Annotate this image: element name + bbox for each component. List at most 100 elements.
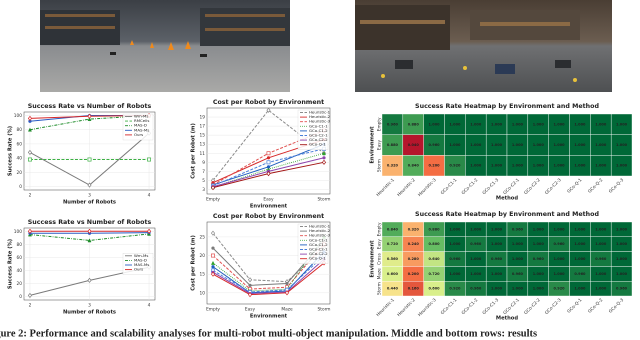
cell-label: 1.000 xyxy=(554,227,566,231)
cell-label: 1.000 xyxy=(470,257,482,261)
legend-label: Heuristic-3 xyxy=(309,119,331,124)
cell-label: 0.280 xyxy=(408,257,420,261)
y-axis-label: Cost per Robot (m) xyxy=(191,235,197,291)
cell-label: 1.000 xyxy=(616,164,628,168)
cell-label: 1.000 xyxy=(512,164,524,168)
cell-label: 1.000 xyxy=(470,272,482,276)
legend: Heuristic-1Heuristic-2Heuristic-3GCo-C1-… xyxy=(297,110,331,150)
y-tick-label: 100 xyxy=(14,229,22,235)
marker xyxy=(322,156,326,160)
y-tick-label: 17 xyxy=(200,124,206,130)
marker xyxy=(210,271,216,277)
chart-title: Cost per Robot by Environment xyxy=(213,99,324,106)
cell-label: 1.000 xyxy=(595,143,607,147)
cell-label: 1.000 xyxy=(449,242,461,246)
legend-label: Ours xyxy=(134,267,143,272)
caption: Figure 2: Performance and scalability an… xyxy=(0,328,537,339)
marker xyxy=(27,115,33,121)
cell-label: 0.840 xyxy=(387,227,399,231)
legend-label: GCo-C2-2 xyxy=(309,251,328,256)
row-label: Easy xyxy=(377,139,383,150)
cell-label: 1.000 xyxy=(574,227,586,231)
legend-label: GCo-C2-1 xyxy=(309,133,328,138)
marker xyxy=(247,277,253,283)
column-label: GCo-Q-2 xyxy=(587,297,605,315)
cell-label: 0.960 xyxy=(595,257,607,261)
marker xyxy=(87,182,92,188)
marker xyxy=(266,160,271,165)
row-label: Empty xyxy=(377,117,383,131)
column-label: Heuristic-1 xyxy=(375,297,396,318)
legend-box xyxy=(297,223,329,264)
marker xyxy=(27,228,33,234)
cell-label: 1.000 xyxy=(595,272,607,276)
series-line xyxy=(212,251,325,294)
cell-label: 1.000 xyxy=(554,143,566,147)
column-label: GCo-Q-1 xyxy=(566,177,584,195)
column-label: GCo-C1-3 xyxy=(481,297,500,316)
marker xyxy=(147,157,151,162)
marker xyxy=(210,230,216,236)
column-label: GCo-Q-1 xyxy=(566,297,584,315)
chart-title: Success Rate Heatmap by Environment and … xyxy=(415,103,599,110)
cell-label: 1.000 xyxy=(491,287,503,291)
cell-label: 1.000 xyxy=(491,164,503,168)
cell-label: 0.320 xyxy=(387,164,399,168)
legend-label: Heuristic-2 xyxy=(309,228,331,233)
y-axis-label: Success Rate (%) xyxy=(8,239,14,289)
legend-label: MAS-D xyxy=(134,257,147,262)
cell-label: 1.000 xyxy=(449,272,461,276)
cell-label: 0.960 xyxy=(470,287,482,291)
x-tick-label: 3 xyxy=(88,303,91,309)
cell-label: 1.000 xyxy=(533,272,545,276)
legend-label: RMCells xyxy=(134,118,149,123)
cell-label: 1.000 xyxy=(554,122,566,126)
cell-label: 1.000 xyxy=(616,122,628,126)
cell-label: 0.960 xyxy=(574,272,586,276)
legend-label: GCo-C1-1 xyxy=(309,237,328,242)
heatmap-cell xyxy=(610,155,633,177)
cell-label: 0.880 xyxy=(408,122,420,126)
cell-label: 1.000 xyxy=(554,272,566,276)
row-label: Storm xyxy=(377,282,383,295)
x-axis-label: Environment xyxy=(250,314,288,320)
y-tick-label: 100 xyxy=(14,113,22,119)
column-label: GCo-C1-2 xyxy=(460,177,479,196)
cell-label: 1.000 xyxy=(512,143,524,147)
y-tick-label: 60 xyxy=(17,255,23,261)
marker xyxy=(210,260,216,265)
cell-label: 1.000 xyxy=(512,287,524,291)
y-tick-label: 0 xyxy=(19,294,22,300)
cell-label: 1.000 xyxy=(533,122,545,126)
cell-label: 1.000 xyxy=(470,164,482,168)
y-tick-label: 0 xyxy=(19,184,22,190)
cell-label: 0.200 xyxy=(408,272,420,276)
cell-label: 1.000 xyxy=(616,227,628,231)
cell-label: 0.920 xyxy=(554,287,566,291)
marker xyxy=(285,281,289,286)
x-tick-label: Empty xyxy=(206,307,220,313)
photo-left xyxy=(40,0,290,92)
series-line xyxy=(212,255,325,293)
x-axis-label: Number of Robots xyxy=(63,200,116,206)
legend-label: MAS-D xyxy=(134,123,147,128)
y-axis-label: Cost per Robot (m) xyxy=(191,123,197,179)
x-tick-label: 2 xyxy=(29,303,32,309)
y-axis-label: Environment xyxy=(370,240,376,278)
series-line xyxy=(212,262,325,296)
cell-label: 1.000 xyxy=(512,122,524,126)
column-label: GCo-C2-3 xyxy=(544,297,563,316)
cell-label: 0.960 xyxy=(616,287,628,291)
x-tick-label: Easy xyxy=(263,197,274,203)
y-tick-label: 15 xyxy=(200,272,206,278)
marker xyxy=(321,159,327,165)
marker xyxy=(146,228,152,234)
cell-label: 1.000 xyxy=(512,257,524,261)
cell-label: 1.000 xyxy=(491,242,503,246)
legend-label: Heuristic-3 xyxy=(309,233,331,238)
column-label: Heuristic-1 xyxy=(375,177,396,198)
photo-right xyxy=(355,0,612,92)
cell-label: 0.960 xyxy=(533,257,545,261)
